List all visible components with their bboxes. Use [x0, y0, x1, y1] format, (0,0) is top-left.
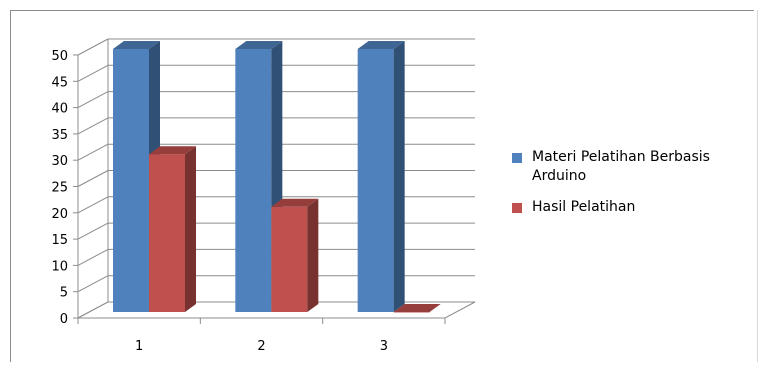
gridline-side-5 — [77, 275, 109, 293]
gridline-side-40 — [77, 91, 109, 109]
bar-side — [307, 198, 319, 312]
y-tick-label-20: 20 — [51, 207, 68, 222]
bar-side — [185, 146, 196, 312]
y-tick-label-10: 10 — [51, 259, 68, 274]
bar-side — [393, 41, 405, 312]
bar-hasil-3 — [393, 304, 441, 313]
bars — [113, 41, 441, 313]
bar-top — [149, 146, 196, 155]
bar-hasil-1 — [149, 146, 196, 312]
gridline-side-10 — [77, 248, 109, 266]
bar-front — [149, 154, 185, 312]
y-tick-label-5: 5 — [60, 286, 68, 301]
legend-swatch-red — [512, 203, 522, 213]
legend-label-series-1: Materi Pelatihan Berbasis Arduino — [532, 149, 710, 184]
gridline-side-25 — [77, 170, 109, 187]
frame-border-top — [10, 10, 754, 11]
frame-border-left — [10, 10, 11, 362]
frame-border-right — [757, 10, 758, 362]
bar-front — [357, 49, 394, 312]
legend: Materi Pelatihan Berbasis Arduino Hasil … — [512, 148, 762, 229]
gridline-side-20 — [77, 196, 109, 214]
bar-top — [113, 41, 160, 49]
y-tick-label-15: 15 — [51, 233, 68, 248]
bar-front — [393, 312, 430, 313]
x-tick-label-2: 2 — [257, 339, 265, 354]
bar-top — [271, 198, 319, 207]
y-tick-label-0: 0 — [60, 312, 68, 327]
bar-front — [113, 49, 149, 312]
bar-front — [271, 206, 308, 312]
x-tick-label-3: 3 — [380, 339, 388, 354]
gridline-side-35 — [77, 117, 109, 135]
gridline-side-30 — [77, 143, 109, 161]
tick-labels: 0 5 10 15 20 25 30 35 40 45 50 1 2 3 — [51, 49, 388, 354]
bar-top — [235, 41, 283, 49]
bar-top — [357, 41, 405, 49]
y-tick-label-25: 25 — [51, 181, 68, 196]
bar-front — [235, 49, 272, 312]
gridline-side-50 — [77, 38, 109, 56]
y-tick-label-30: 30 — [51, 154, 68, 169]
y-tick-label-50: 50 — [51, 49, 68, 64]
legend-item-series-1: Materi Pelatihan Berbasis Arduino — [512, 148, 762, 186]
y-tick-label-45: 45 — [51, 75, 68, 90]
y-tick-label-40: 40 — [51, 102, 68, 117]
gridline-side-15 — [77, 222, 109, 240]
bar-materi-3 — [357, 41, 405, 312]
gridline-side-45 — [77, 64, 109, 82]
legend-item-series-2: Hasil Pelatihan — [512, 198, 762, 217]
bar-top — [393, 304, 441, 312]
legend-swatch-blue — [512, 153, 522, 163]
x-tick-label-1: 1 — [135, 339, 143, 354]
y-tick-label-35: 35 — [51, 128, 68, 143]
legend-label-series-2: Hasil Pelatihan — [532, 199, 636, 215]
bar-hasil-2 — [271, 198, 319, 312]
